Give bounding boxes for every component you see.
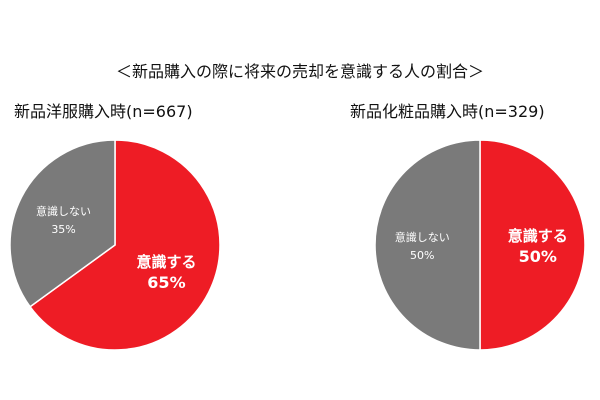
pie-slice-clothes-1 bbox=[9, 139, 116, 308]
slice-label-clothes-1: 意識しない bbox=[36, 204, 91, 218]
slice-pct-clothes-1: 35% bbox=[51, 223, 75, 236]
slice-label-cosmetics-0: 意識する bbox=[508, 227, 568, 245]
pie-slice-cosmetics-1 bbox=[374, 139, 481, 351]
chart-title-cosmetics: 新品化粧品購入時(n=329) bbox=[350, 102, 545, 121]
slice-pct-cosmetics-0: 50% bbox=[519, 247, 557, 266]
pie-chart-cosmetics: 意識する 50% 意識しない 50% bbox=[374, 139, 586, 351]
pie-slice-clothes-0 bbox=[29, 139, 221, 351]
chart-title-clothes: 新品洋服購入時(n=667) bbox=[14, 102, 193, 121]
slice-pct-clothes-0: 65% bbox=[147, 273, 185, 292]
slice-label-cosmetics-1: 意識しない bbox=[395, 230, 450, 244]
page-title: ＜新品購入の際に将来の売却を意識する人の割合＞ bbox=[115, 62, 484, 81]
slice-label-clothes-0: 意識する bbox=[136, 253, 196, 271]
pie-chart-clothes: 意識する 65% 意識しない 35% bbox=[9, 139, 221, 351]
slice-pct-cosmetics-1: 50% bbox=[410, 249, 434, 262]
pie-slice-cosmetics-0 bbox=[479, 139, 586, 351]
